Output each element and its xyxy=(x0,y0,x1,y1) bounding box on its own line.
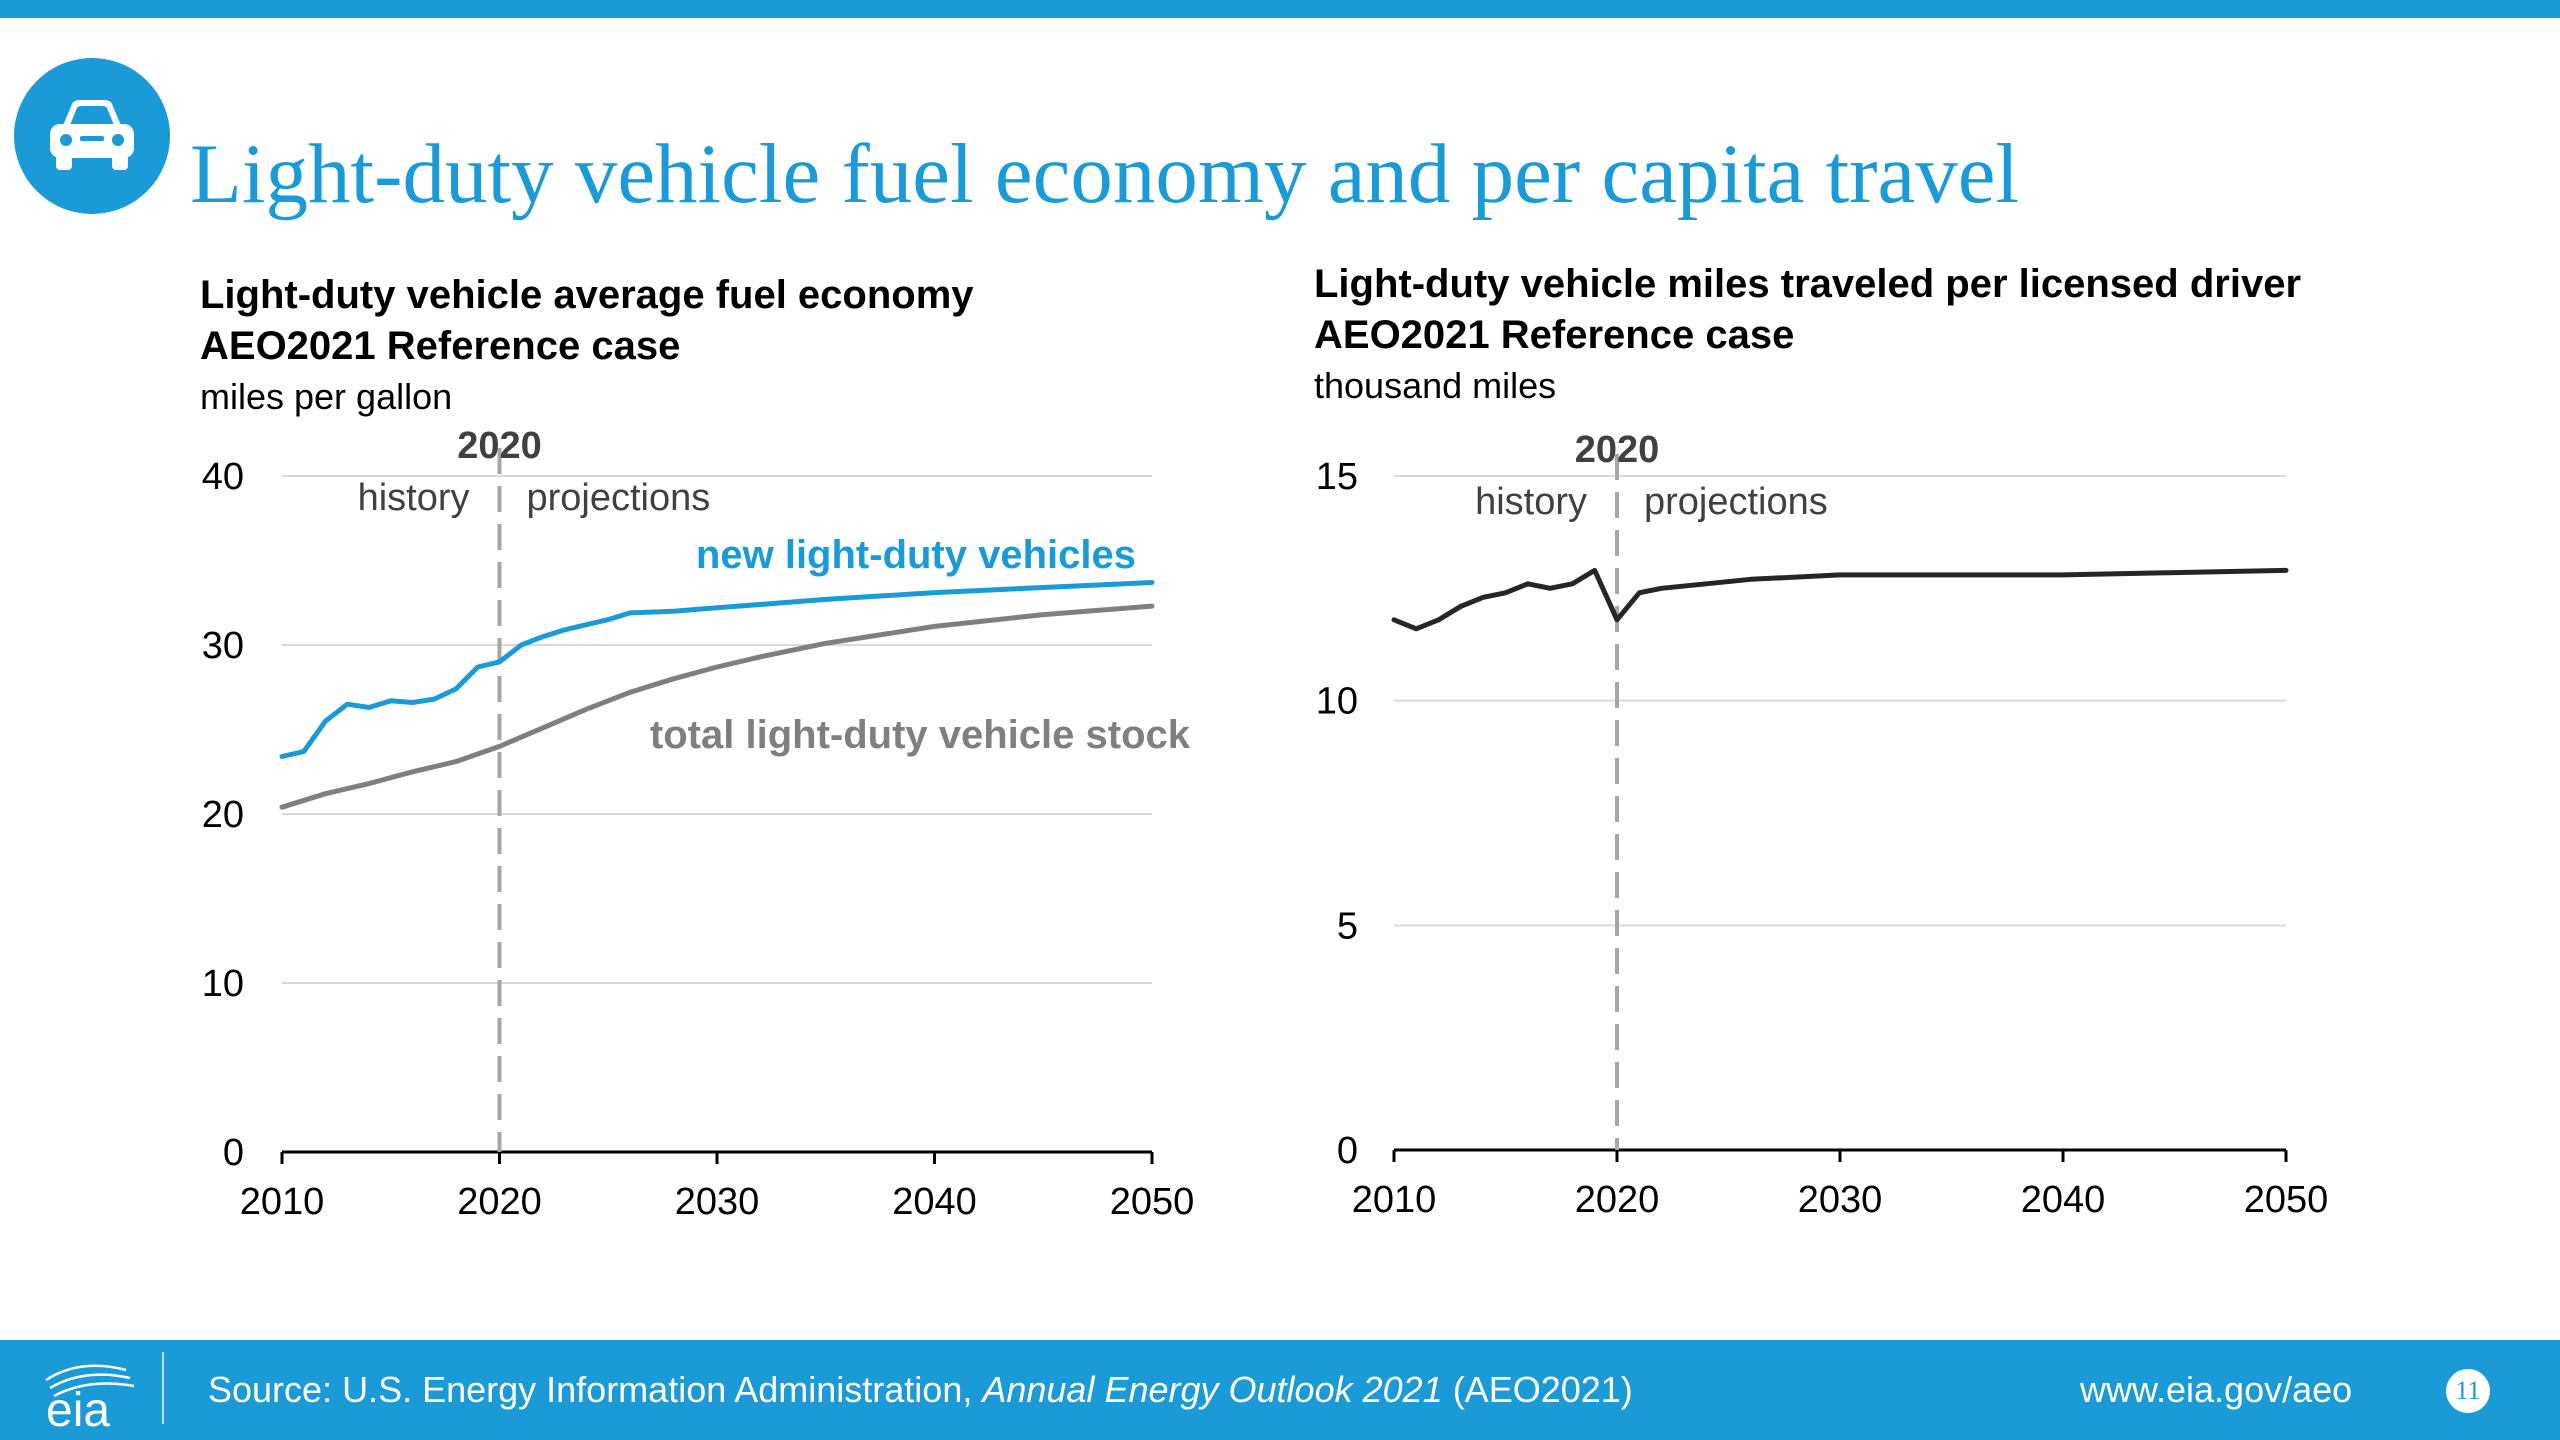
y-tick-label-40: 40 xyxy=(202,456,244,498)
y-tick-label-5: 5 xyxy=(1337,905,1358,947)
left-chart-units: miles per gallon xyxy=(200,376,453,417)
eia-logo-text: eia xyxy=(46,1384,110,1432)
x-tick-label-2050: 2050 xyxy=(2244,1179,2329,1221)
car-icon xyxy=(14,58,170,214)
right-chart-title: Light-duty vehicle miles traveled per li… xyxy=(1314,259,2301,361)
series-line-0 xyxy=(279,580,1155,759)
divider-year-label: 2020 xyxy=(457,425,542,467)
top-accent-bar xyxy=(0,0,2560,18)
left-chart-title: Light-duty vehicle average fuel economy … xyxy=(200,270,974,372)
left-chart-title-line2: AEO2021 Reference case xyxy=(200,324,681,368)
x-tick-label-2040: 2040 xyxy=(2021,1179,2106,1221)
source-prefix: Source: U.S. Energy Information Administ… xyxy=(208,1369,983,1410)
y-tick-label-10: 10 xyxy=(1316,681,1358,723)
history-label: history xyxy=(1475,481,1587,523)
right-chart-title-line2: AEO2021 Reference case xyxy=(1314,313,1795,357)
y-tick-label-20: 20 xyxy=(202,794,244,836)
x-tick-label-2030: 2030 xyxy=(1798,1179,1883,1221)
y-tick-label-0: 0 xyxy=(1337,1130,1358,1172)
footer-url[interactable]: www.eia.gov/aeo xyxy=(2080,1369,2353,1410)
source-suffix: (AEO2021) xyxy=(1442,1369,1633,1410)
projections-label: projections xyxy=(1644,481,1828,523)
right-chart-units: thousand miles xyxy=(1314,365,1557,406)
y-tick-label-30: 30 xyxy=(202,625,244,667)
source-report-title: Annual Energy Outlook 2021 xyxy=(982,1369,1443,1410)
y-tick-label-15: 15 xyxy=(1316,456,1358,498)
page-number: 11 xyxy=(2446,1369,2490,1413)
x-tick-label-2010: 2010 xyxy=(1352,1179,1437,1221)
footer-divider xyxy=(162,1352,164,1424)
x-tick-label-2030: 2030 xyxy=(675,1181,760,1223)
x-tick-label-2020: 2020 xyxy=(457,1181,542,1223)
footer-bar: Source: U.S. Energy Information Administ… xyxy=(0,1340,2560,1440)
x-tick-label-2010: 2010 xyxy=(240,1181,325,1223)
left-chart-title-line1: Light-duty vehicle average fuel economy xyxy=(200,273,974,317)
divider-year-label: 2020 xyxy=(1575,429,1660,471)
y-tick-label-10: 10 xyxy=(202,963,244,1005)
series-label-vehicle-stock: total light-duty vehicle stock xyxy=(650,713,1191,757)
projections-label: projections xyxy=(527,477,711,519)
eia-logo-icon: eia xyxy=(45,1364,135,1432)
x-tick-label-2020: 2020 xyxy=(1575,1179,1660,1221)
footer-source: Source: U.S. Energy Information Administ… xyxy=(208,1340,1633,1440)
x-tick-label-2050: 2050 xyxy=(1110,1181,1195,1223)
x-tick-label-2040: 2040 xyxy=(892,1181,977,1223)
right-chart-title-line1: Light-duty vehicle miles traveled per li… xyxy=(1314,262,2302,306)
page-title: Light-duty vehicle fuel economy and per … xyxy=(190,127,2020,221)
series-line-1 xyxy=(279,603,1155,810)
series-label-new-vehicles: new light-duty vehicles xyxy=(696,533,1136,577)
miles-traveled-chart: 0 5 10 15 2010 2020 2030 2040 2050 2020 history pro… xyxy=(1316,429,2329,1221)
series-line-0 xyxy=(1391,567,2289,632)
history-label: history xyxy=(358,477,470,519)
y-tick-label-0: 0 xyxy=(223,1132,244,1174)
